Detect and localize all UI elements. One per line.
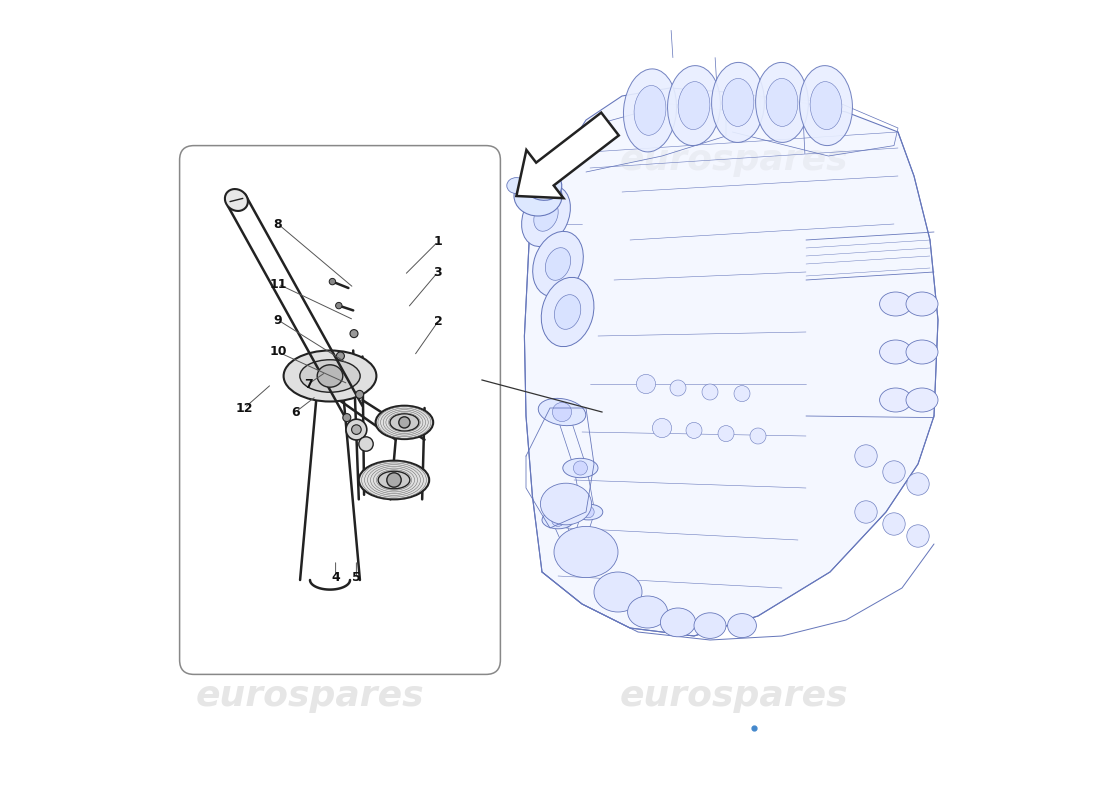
Ellipse shape xyxy=(562,550,586,562)
Text: 8: 8 xyxy=(274,218,283,230)
Ellipse shape xyxy=(906,292,938,316)
Ellipse shape xyxy=(563,458,598,478)
Ellipse shape xyxy=(284,350,376,402)
Circle shape xyxy=(906,525,930,547)
Ellipse shape xyxy=(574,504,603,520)
Ellipse shape xyxy=(906,340,938,364)
Circle shape xyxy=(855,445,877,467)
Ellipse shape xyxy=(880,340,912,364)
Circle shape xyxy=(346,419,366,440)
Ellipse shape xyxy=(546,248,571,280)
Text: 3: 3 xyxy=(433,266,442,278)
Ellipse shape xyxy=(668,66,720,146)
Text: 12: 12 xyxy=(235,402,253,414)
Ellipse shape xyxy=(634,86,665,135)
Circle shape xyxy=(569,551,579,561)
Ellipse shape xyxy=(514,176,562,216)
Ellipse shape xyxy=(540,483,592,525)
Ellipse shape xyxy=(521,186,571,246)
Ellipse shape xyxy=(594,572,642,612)
Circle shape xyxy=(883,461,905,483)
Ellipse shape xyxy=(528,176,552,195)
Circle shape xyxy=(343,414,351,422)
Ellipse shape xyxy=(554,526,618,578)
Ellipse shape xyxy=(538,398,585,426)
Ellipse shape xyxy=(317,365,343,387)
Text: eurospares: eurospares xyxy=(619,143,848,177)
Ellipse shape xyxy=(756,62,808,142)
Ellipse shape xyxy=(375,406,433,439)
Ellipse shape xyxy=(694,613,726,638)
Text: eurospares: eurospares xyxy=(196,143,425,177)
Circle shape xyxy=(883,513,905,535)
Text: 9: 9 xyxy=(274,314,283,326)
Circle shape xyxy=(552,402,572,422)
Circle shape xyxy=(637,374,656,394)
Text: 6: 6 xyxy=(292,406,300,418)
Ellipse shape xyxy=(723,78,754,126)
Ellipse shape xyxy=(554,294,581,330)
Circle shape xyxy=(670,380,686,396)
Text: 5: 5 xyxy=(352,571,361,584)
Ellipse shape xyxy=(800,66,852,146)
Ellipse shape xyxy=(542,511,574,529)
Circle shape xyxy=(399,417,410,428)
Ellipse shape xyxy=(727,614,757,638)
Polygon shape xyxy=(516,113,619,198)
Ellipse shape xyxy=(712,62,764,142)
Ellipse shape xyxy=(660,608,695,637)
Text: eurospares: eurospares xyxy=(196,679,425,713)
Circle shape xyxy=(387,473,402,487)
Text: 4: 4 xyxy=(331,571,340,584)
Ellipse shape xyxy=(628,596,668,628)
Ellipse shape xyxy=(810,82,842,130)
Circle shape xyxy=(352,425,361,434)
Circle shape xyxy=(329,278,336,285)
Circle shape xyxy=(734,386,750,402)
Circle shape xyxy=(702,384,718,400)
Circle shape xyxy=(652,418,672,438)
Ellipse shape xyxy=(767,78,798,126)
Ellipse shape xyxy=(224,189,248,211)
Circle shape xyxy=(750,428,766,444)
Circle shape xyxy=(359,437,373,451)
Circle shape xyxy=(337,352,344,360)
Ellipse shape xyxy=(378,471,410,489)
Ellipse shape xyxy=(390,414,419,431)
Ellipse shape xyxy=(359,461,429,499)
Text: 1: 1 xyxy=(433,235,442,248)
FancyBboxPatch shape xyxy=(179,146,501,674)
Ellipse shape xyxy=(532,231,583,297)
Circle shape xyxy=(718,426,734,442)
Circle shape xyxy=(855,501,877,523)
Circle shape xyxy=(350,330,358,338)
Circle shape xyxy=(551,514,564,526)
Text: 10: 10 xyxy=(270,346,287,358)
Ellipse shape xyxy=(300,360,360,392)
Ellipse shape xyxy=(678,82,710,130)
Text: 2: 2 xyxy=(433,315,442,328)
Ellipse shape xyxy=(624,69,676,152)
Ellipse shape xyxy=(522,168,562,200)
Ellipse shape xyxy=(507,178,526,194)
Text: 7: 7 xyxy=(304,378,312,390)
Ellipse shape xyxy=(906,388,938,412)
Circle shape xyxy=(336,302,342,309)
Circle shape xyxy=(686,422,702,438)
Text: 11: 11 xyxy=(270,278,287,290)
Circle shape xyxy=(906,473,930,495)
Circle shape xyxy=(573,461,587,475)
Ellipse shape xyxy=(880,388,912,412)
Text: eurospares: eurospares xyxy=(619,679,848,713)
Circle shape xyxy=(355,390,364,398)
Ellipse shape xyxy=(541,278,594,346)
Circle shape xyxy=(583,506,594,518)
Ellipse shape xyxy=(880,292,912,316)
Polygon shape xyxy=(525,88,938,636)
Ellipse shape xyxy=(534,201,558,231)
